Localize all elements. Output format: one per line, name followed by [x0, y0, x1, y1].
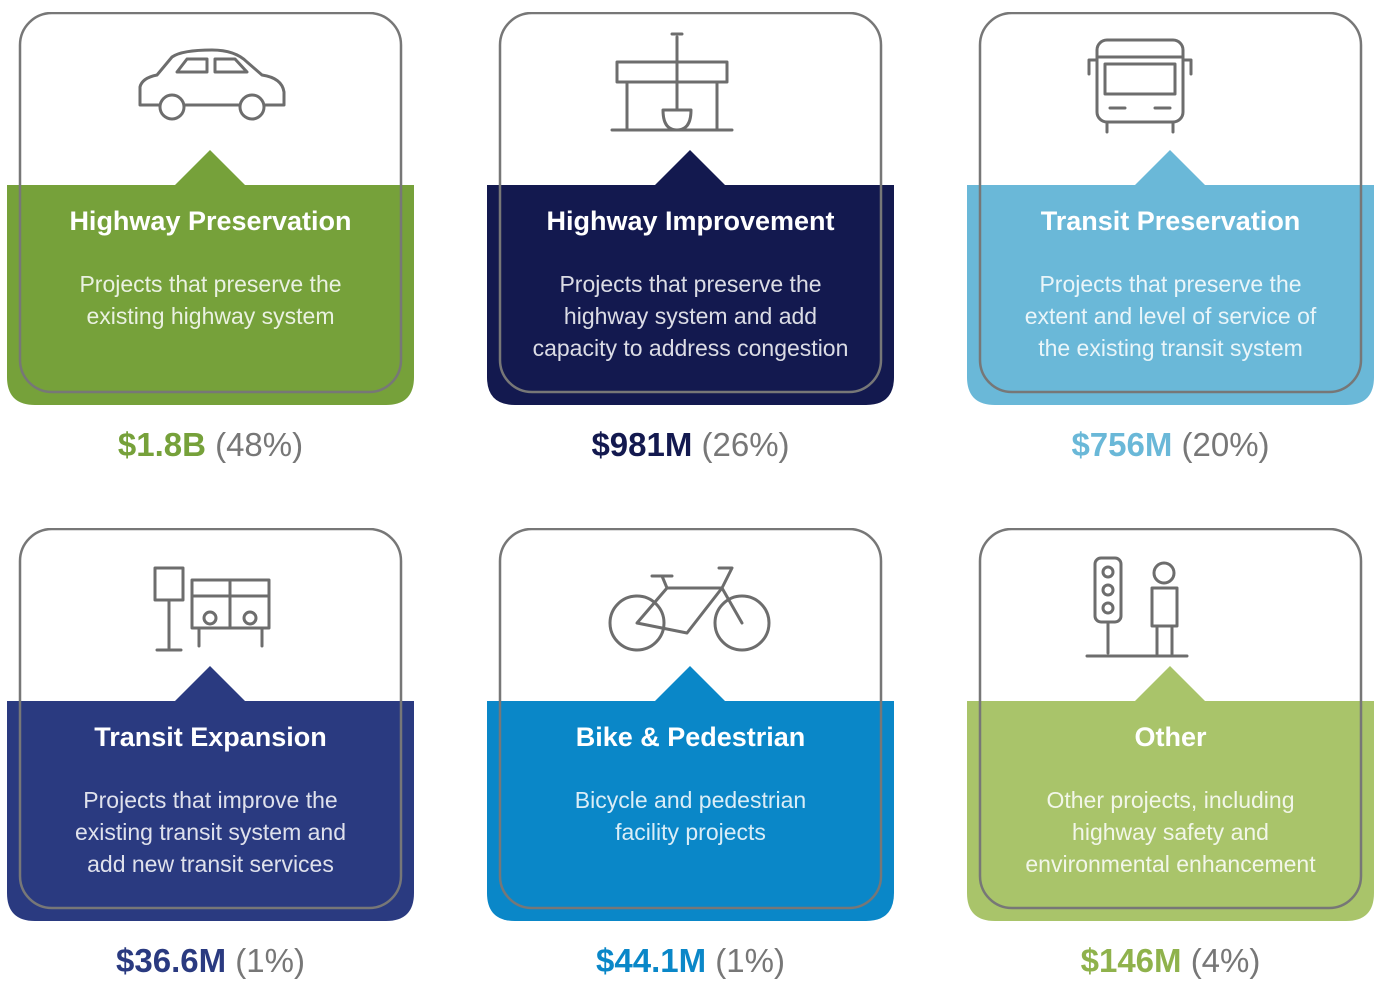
pointer: [174, 150, 246, 186]
card-frame: [7, 12, 414, 405]
card: Highway Preservation Projects that preser…: [7, 12, 417, 482]
description-line: Other projects, including: [1046, 787, 1295, 813]
share: (1%): [715, 942, 785, 979]
pointer: [654, 150, 726, 186]
card: Bike & Pedestrian Bicycle and pedestrian f…: [487, 528, 897, 998]
description-line: highway safety and: [1072, 819, 1269, 845]
amount: $36.6M: [116, 942, 227, 979]
description-line: Projects that improve the: [83, 787, 338, 813]
pointer: [174, 666, 246, 702]
description-line: Bicycle and pedestrian: [574, 787, 807, 813]
description-line: Projects that preserve the: [559, 271, 822, 297]
card-amount: $44.1M (1%): [487, 942, 894, 980]
pointer: [1134, 666, 1206, 702]
description-line: extent and level of service of: [1024, 303, 1317, 329]
card-title: Transit Preservation: [1040, 206, 1301, 236]
card-title: Highway Preservation: [69, 206, 352, 236]
card-frame: [487, 12, 894, 405]
card-outline: [978, 528, 1363, 910]
pointer: [1134, 150, 1206, 186]
card-amount: $756M (20%): [967, 426, 1374, 464]
card-amount: $981M (26%): [487, 426, 894, 464]
amount: $146M: [1080, 942, 1182, 979]
card-description: Projects that improve the existing transi…: [7, 784, 414, 880]
card: Transit Expansion Projects that improve t…: [7, 528, 417, 998]
card-title: Transit Expansion: [94, 722, 327, 752]
card-amount: $36.6M (1%): [7, 942, 414, 980]
description-line: environmental enhancement: [1025, 851, 1316, 877]
card-description: Projects that preserve the extent and lev…: [967, 268, 1374, 364]
share: (4%): [1190, 942, 1261, 979]
color-block: [7, 701, 414, 921]
share: (20%): [1181, 426, 1270, 463]
card-frame: [967, 12, 1374, 405]
card-outline: [18, 12, 403, 394]
icon: [138, 48, 286, 121]
amount: $1.8B: [117, 426, 206, 463]
card-description: Other projects, including highway safety …: [967, 784, 1374, 880]
description-line: existing highway system: [86, 303, 335, 329]
share: (48%): [215, 426, 304, 463]
card-frame: [967, 528, 1374, 921]
description-line: highway system and add: [563, 303, 818, 329]
description-line: Projects that preserve the: [1039, 271, 1302, 297]
share: (26%): [701, 426, 790, 463]
icon: [610, 32, 734, 132]
card-title: Highway Improvement: [546, 206, 835, 236]
card-amount: $1.8B (48%): [7, 426, 414, 464]
description-line: Projects that preserve the: [79, 271, 342, 297]
amount: $44.1M: [596, 942, 707, 979]
card: Highway Improvement Projects that preserv…: [487, 12, 897, 482]
card-outline: [978, 12, 1363, 394]
description-line: capacity to address congestion: [532, 335, 849, 361]
card-frame: [7, 528, 414, 921]
amount: $756M: [1071, 426, 1173, 463]
color-block: [487, 185, 894, 405]
icon: [1087, 38, 1193, 134]
description-line: add new transit services: [87, 851, 334, 877]
description-line: facility projects: [615, 819, 766, 845]
amount: $981M: [591, 426, 693, 463]
share: (1%): [235, 942, 305, 979]
card: Transit Preservation Projects that preser…: [967, 12, 1377, 482]
card-outline: [18, 528, 403, 910]
card-amount: $146M (4%): [967, 942, 1374, 980]
card-frame: [487, 528, 894, 921]
icon: [153, 566, 271, 652]
card-title: Bike & Pedestrian: [575, 722, 806, 752]
color-block: [487, 701, 894, 921]
icon: [1085, 556, 1189, 658]
color-block: [967, 701, 1374, 921]
card-description: Bicycle and pedestrian facility projects: [487, 784, 894, 848]
card-outline: [498, 528, 883, 910]
card-description: Projects that preserve the existing highw…: [7, 268, 414, 332]
description-line: the existing transit system: [1038, 335, 1303, 361]
color-block: [967, 185, 1374, 405]
card-description: Projects that preserve the highway system…: [487, 268, 894, 364]
pointer: [654, 666, 726, 702]
card-outline: [498, 12, 883, 394]
color-block: [7, 185, 414, 405]
description-line: existing transit system and: [74, 819, 346, 845]
icon: [608, 566, 771, 652]
card-title: Other: [1134, 722, 1207, 752]
card: Other Other projects, including highway sa…: [967, 528, 1377, 998]
